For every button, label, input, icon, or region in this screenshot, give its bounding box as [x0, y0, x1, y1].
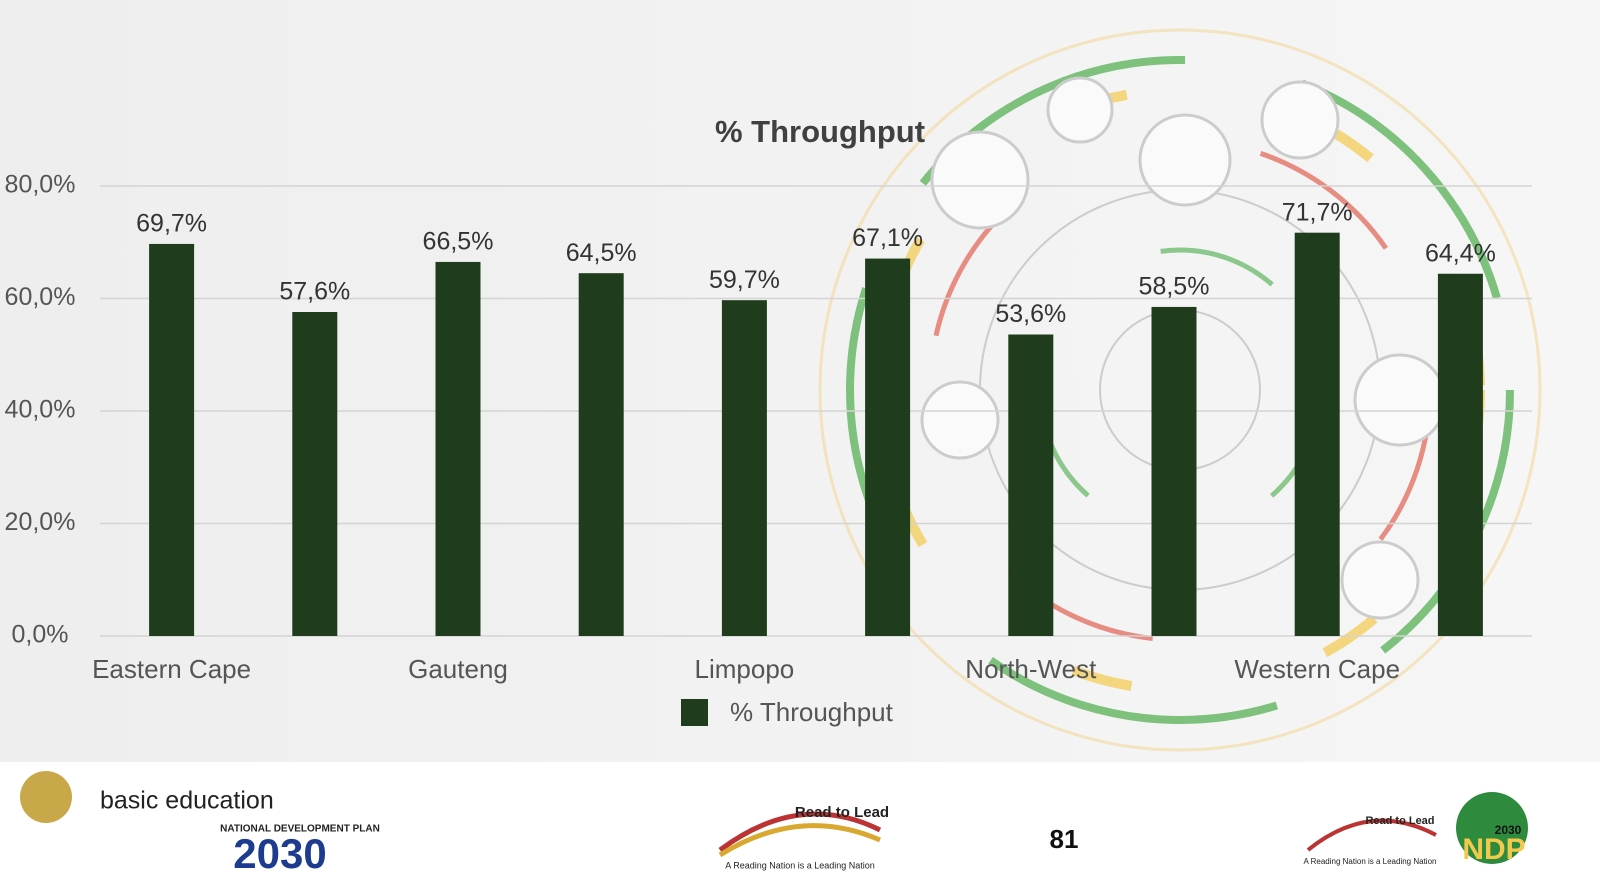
bar	[1151, 306, 1197, 636]
bar	[435, 261, 481, 636]
y-tick-label: 0,0%	[12, 621, 69, 649]
data-label: 57,6%	[279, 278, 350, 306]
y-tick-label: 20,0%	[5, 508, 76, 536]
legend-label: % Throughput	[730, 697, 894, 727]
bar	[578, 273, 624, 636]
right-logo-tagline: A Reading Nation is a Leading Nation	[1304, 857, 1437, 866]
ndp-plan: NATIONAL DEVELOPMENT PLAN	[220, 824, 380, 835]
book-logo	[718, 811, 882, 853]
bar	[149, 243, 195, 636]
data-label: 67,1%	[852, 224, 923, 252]
data-label: 69,7%	[136, 210, 207, 238]
x-tick-label: Limpopo	[695, 654, 795, 684]
legend-swatch	[681, 699, 708, 726]
data-label: 59,7%	[709, 266, 780, 294]
ndp-badge	[1456, 792, 1528, 864]
x-tick-label: Eastern Cape	[92, 654, 251, 684]
page-number: 81	[1050, 824, 1079, 854]
data-label: 58,5%	[1139, 273, 1210, 301]
data-label: 53,6%	[995, 300, 1066, 328]
bar	[1437, 273, 1483, 636]
coat-of-arms	[20, 771, 72, 823]
data-label: 64,4%	[1425, 239, 1496, 267]
center-logo-title: Read to Lead	[795, 804, 889, 821]
bar	[865, 258, 911, 636]
y-tick-label: 80,0%	[5, 171, 76, 199]
book-logo	[1306, 818, 1437, 852]
bar	[292, 312, 338, 636]
x-tick-label: Gauteng	[408, 654, 508, 684]
bar	[721, 300, 767, 636]
data-label: 64,5%	[566, 239, 637, 267]
y-tick-label: 40,0%	[5, 396, 76, 424]
ndp-year: 2030	[233, 830, 326, 877]
left-logo-text: basic education	[100, 787, 274, 815]
footer-band	[0, 762, 1600, 896]
footer: basic education NATIONAL DEVELOPMENT PLA…	[20, 771, 1528, 877]
chart-title: % Throughput	[715, 114, 925, 149]
data-label: 66,5%	[423, 228, 494, 256]
bar	[1294, 232, 1340, 636]
right-logo-year: 2030	[1495, 823, 1522, 837]
book-logo	[718, 823, 882, 858]
data-label: 71,7%	[1282, 198, 1353, 226]
center-logo-tagline: A Reading Nation is a Leading Nation	[725, 860, 875, 870]
right-logo-ndp: NDP	[1462, 833, 1525, 866]
decoration	[818, 28, 1542, 752]
y-tick-label: 60,0%	[5, 283, 76, 311]
bar	[1008, 334, 1054, 636]
x-tick-label: North-West	[965, 654, 1097, 684]
x-tick-label: Western Cape	[1234, 654, 1400, 684]
right-logo-title: Read to Lead	[1365, 815, 1434, 827]
